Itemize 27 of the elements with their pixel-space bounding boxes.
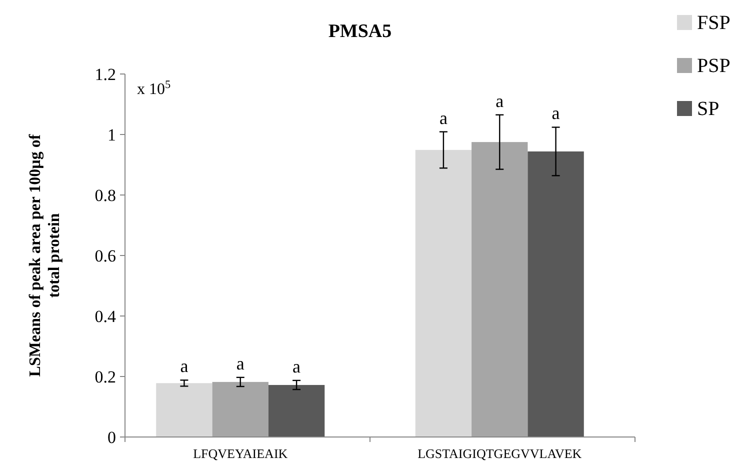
annotation: a: [180, 356, 188, 376]
y-tick-label: 1.2: [94, 65, 116, 84]
bar: [212, 382, 268, 437]
annotation: a: [236, 353, 244, 374]
x-tick-label: LFQVEYAIEAIK: [193, 446, 288, 461]
annotation: a: [496, 90, 504, 111]
y-tick-label: 0.6: [94, 246, 116, 266]
legend-label: SP: [697, 98, 720, 120]
bar: [472, 142, 528, 437]
bar: [415, 150, 472, 437]
annotation: a: [292, 356, 301, 376]
annotation: a: [439, 108, 448, 128]
x-tick-label: LGSTAIGIQTGEGVVLAVEK: [418, 446, 582, 461]
chart-title: PMSA5: [328, 21, 392, 42]
y-tick-label: 0.4: [94, 307, 116, 326]
bar: [268, 384, 325, 437]
bar: [528, 151, 584, 437]
bar: [156, 383, 212, 437]
annotation: a: [552, 103, 560, 124]
annotation: x 10$^{5}$: [137, 79, 171, 98]
y-tick-label: 0.2: [94, 368, 116, 386]
y-tick-label: 1: [108, 126, 116, 144]
y-tick-label: 0: [108, 428, 116, 447]
y-axis-title: LSMeans of peak area per 100µg of total protein: [27, 134, 63, 377]
legend-label: FSP: [697, 12, 730, 34]
y-tick-label: 0.8: [94, 186, 116, 205]
legend-label: PSP: [697, 55, 730, 77]
